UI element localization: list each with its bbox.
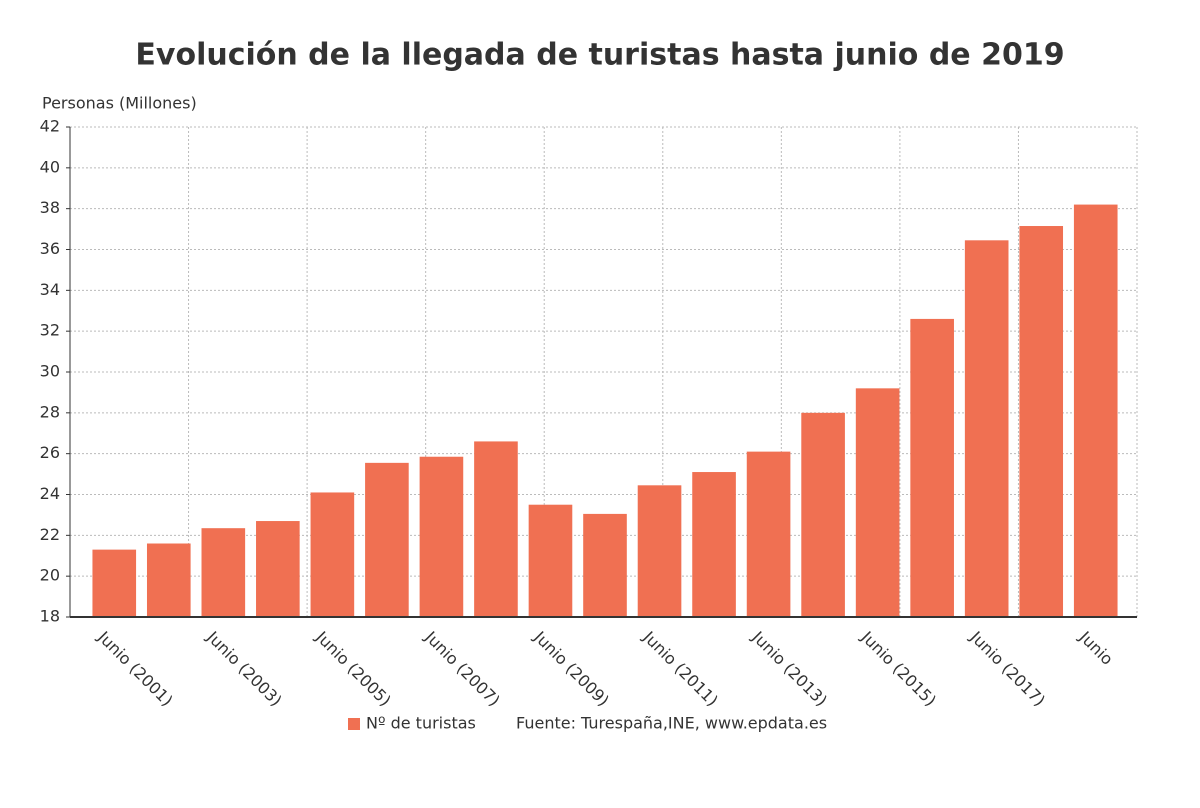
y-tick-label: 34 [40,280,60,299]
x-tick-label: Junio (2013) [748,627,831,710]
y-tick-label: 32 [40,321,60,340]
bar [201,528,246,617]
legend-swatch [348,718,360,730]
x-tick-label: Junio [1075,627,1117,669]
x-tick-label: Junio (2017) [966,627,1049,710]
x-tick-label: Junio (2007) [421,627,504,710]
y-tick-label: 30 [40,362,60,381]
y-tick-label: 36 [40,239,60,258]
bar [855,388,900,617]
x-tick-label: Junio (2015) [857,627,940,710]
bar [310,492,355,617]
bar [801,412,845,617]
y-tick-label: 18 [40,607,60,626]
bar [692,472,736,617]
y-tick-label: 26 [40,443,60,462]
chart-title: Evolución de la llegada de turistas hast… [135,38,1064,73]
bar [365,462,409,617]
y-tick-label: 40 [40,157,60,176]
y-axis-label: Personas (Millones) [42,94,197,113]
y-tick-label: 20 [40,566,60,585]
x-tick-label: Junio (2009) [530,627,613,710]
bar [910,318,954,617]
bar [637,485,682,617]
bar [528,504,573,617]
x-tick-label: Junio (2003) [203,627,286,710]
y-tick-label: 24 [40,484,60,503]
y-tick-label: 42 [40,117,60,136]
bar [256,521,300,617]
bar [92,549,137,617]
bar [583,513,627,617]
y-tick-label: 38 [40,198,60,217]
x-tick-label: Junio (2001) [94,627,177,710]
bar [419,456,464,617]
bar [474,441,518,617]
source: Fuente: Turespaña,INE, www.epdata.es [516,714,827,733]
bar [746,451,791,617]
bar [964,240,1009,617]
x-tick-label: Junio (2005) [312,627,395,710]
y-tick-label: 28 [40,402,60,421]
bar [146,543,191,617]
x-tick-label: Junio (2011) [639,627,722,710]
bar [1019,226,1064,618]
legend-label: Nº de turistas [366,714,476,733]
bar [1073,204,1118,618]
y-tick-label: 22 [40,525,60,544]
